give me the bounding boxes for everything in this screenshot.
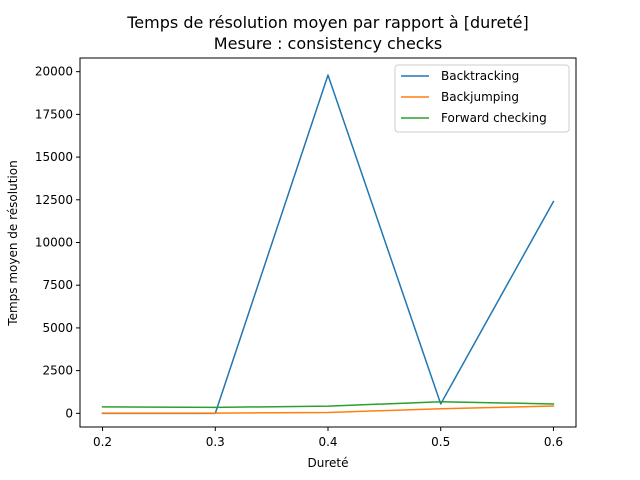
y-tick-label: 0	[65, 406, 73, 420]
y-tick-label: 2500	[42, 364, 73, 378]
plot-area: 0.2 0.3 0.4 0.5 0.6 0 2500 5000 7500 10000 12500 1…	[35, 57, 577, 449]
y-axis-ticks: 0 2500 5000 7500 10000 12500 15000 17500 20000	[35, 65, 80, 420]
y-tick-label: 12500	[35, 193, 73, 207]
y-tick-label: 20000	[35, 65, 73, 79]
series-line-forward-checking	[101, 400, 555, 409]
legend-label-backtracking: Backtracking	[441, 69, 519, 83]
x-axis-ticks: 0.2 0.3 0.4 0.5 0.6	[93, 427, 563, 449]
x-tick-label: 0.6	[544, 435, 563, 449]
x-tick-label: 0.5	[431, 435, 450, 449]
y-tick-label: 5000	[42, 321, 73, 335]
chart-title-line1: Temps de résolution moyen par rapport à …	[126, 13, 528, 32]
y-tick-label: 10000	[35, 236, 73, 250]
legend-box	[394, 64, 570, 133]
series-lines	[101, 74, 555, 415]
x-axis-label: Dureté	[308, 456, 349, 470]
y-tick-label: 17500	[35, 107, 73, 121]
y-tick-label: 7500	[42, 278, 73, 292]
x-tick-label: 0.4	[318, 435, 337, 449]
x-tick-label: 0.3	[206, 435, 225, 449]
chart-title-line2: Mesure : consistency checks	[214, 34, 442, 53]
legend: Backtracking Backjumping Forward checking	[394, 64, 570, 133]
series-line-backjumping	[101, 405, 555, 414]
legend-label-forward-checking: Forward checking	[441, 111, 547, 125]
y-axis-label: Temps moyen de résolution	[6, 160, 20, 326]
axes-frame	[79, 57, 577, 428]
y-tick-label: 15000	[35, 150, 73, 164]
x-tick-label: 0.2	[93, 435, 112, 449]
legend-items: Backtracking Backjumping Forward checking	[401, 69, 547, 125]
legend-label-backjumping: Backjumping	[441, 90, 519, 104]
